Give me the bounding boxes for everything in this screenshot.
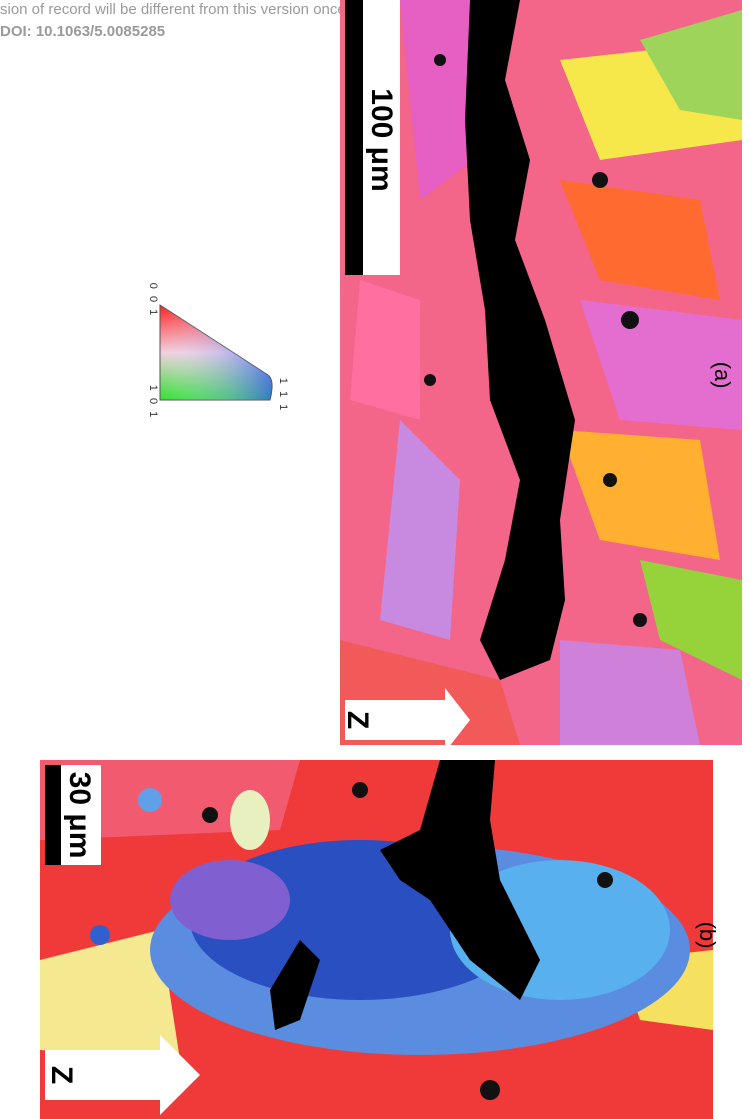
legend-label: 0 0 1 [147,283,159,317]
scale-bar-label: 100 μm [365,88,398,191]
legend-label: 1 1 1 [277,378,289,412]
panel-label: (a) [710,362,735,389]
axis-label: Z [341,711,374,729]
panel-a-map [340,0,742,752]
scale-bar-label: 30 μm [63,772,96,859]
ipf-legend [160,305,272,400]
figure: sion of record will be different from th… [0,0,750,1119]
legend-label: 1 0 1 [147,385,159,419]
panel-b-map [40,760,713,1119]
axis-label: Z [45,1066,78,1084]
doi: DOI: 10.1063/5.0085285 [0,23,165,40]
panel-label: (b) [695,922,720,949]
